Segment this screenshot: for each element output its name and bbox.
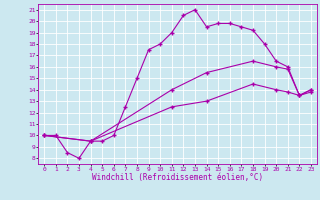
X-axis label: Windchill (Refroidissement éolien,°C): Windchill (Refroidissement éolien,°C) xyxy=(92,173,263,182)
